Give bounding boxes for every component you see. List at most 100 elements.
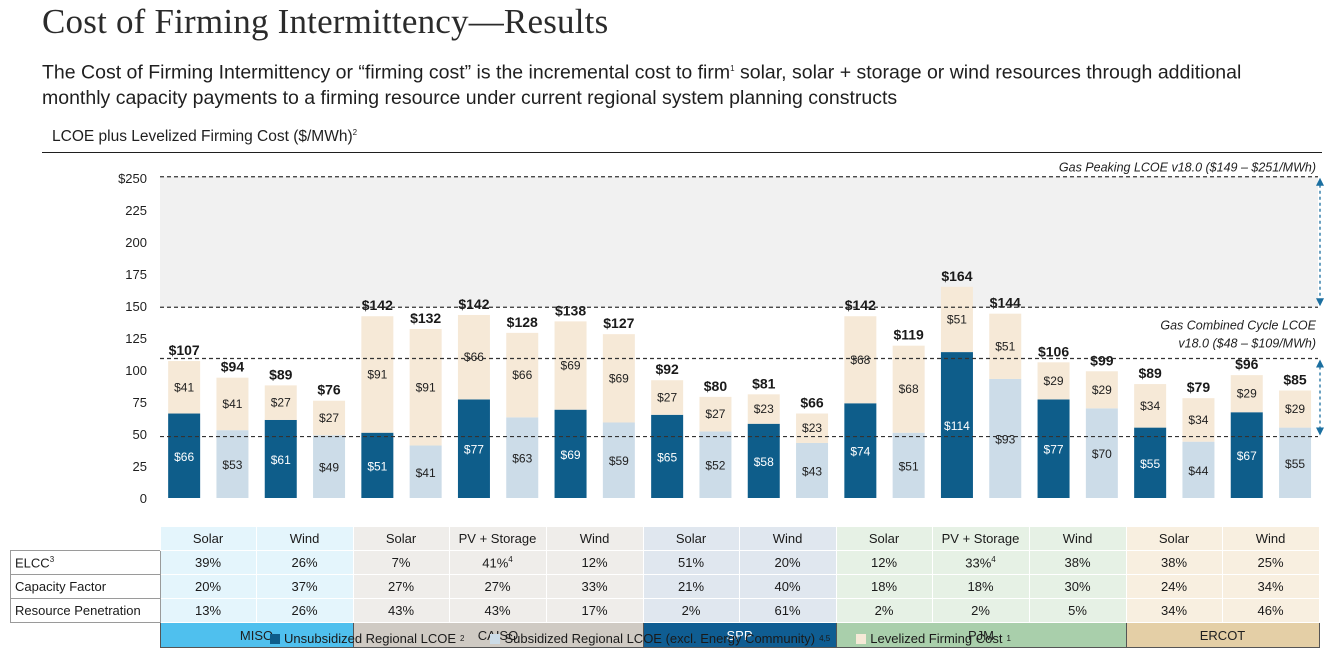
metric-cell: 33%4 <box>931 550 1030 575</box>
region-cell: ERCOT <box>1125 622 1320 648</box>
bar-firming-value: $34 <box>1140 399 1160 413</box>
bar-base-value: $74 <box>850 445 870 459</box>
gas-peaking-range-arrow-head-up <box>1316 177 1324 186</box>
bar-firming-segment <box>940 286 973 353</box>
bar-base-value: $58 <box>754 455 774 469</box>
metrics-table: Solar Wind Solar PV + Storage Wind Solar Wind S… <box>10 526 1320 648</box>
metric-cell: 61% <box>738 598 837 623</box>
legend-footnote-firming: 1 <box>1006 634 1011 643</box>
resource-type-cell: Solar <box>159 526 257 551</box>
metric-cell: 37% <box>255 574 354 599</box>
y-tick-label: 25 <box>133 459 147 474</box>
resource-type-cell: Wind <box>738 526 837 551</box>
metric-cell: 12% <box>835 550 933 575</box>
legend-swatch-firming <box>856 633 867 644</box>
legend-footnote-unsubsidized: 2 <box>459 634 465 643</box>
bar-firming-value: $68 <box>850 353 870 367</box>
subtitle-text-1: The Cost of Firming Intermittency or “fi… <box>42 61 731 84</box>
bar-base-value: $61 <box>271 453 291 467</box>
y-tick-label: 50 <box>133 427 147 442</box>
metric-cell: 34% <box>1125 598 1223 623</box>
legend-footnote-subsidized: 4,5 <box>819 634 831 643</box>
resource-penetration-row: Resource Penetration 13% 26% 43% 43% 17% 2% 61%… <box>10 598 1320 623</box>
row-label: Resource Penetration <box>10 598 161 623</box>
bar-total-value: $106 <box>1038 343 1069 359</box>
bar-total-value: $128 <box>507 314 538 330</box>
bar-base-value: $44 <box>1188 464 1208 478</box>
bar-firming-value: $51 <box>995 339 1015 353</box>
resource-type-cell: Solar <box>642 526 740 551</box>
bar-total-value: $85 <box>1283 371 1307 387</box>
metric-cell: 27% <box>448 574 547 599</box>
bar-firming-segment <box>796 413 829 443</box>
bar-base-segment <box>216 430 249 498</box>
metric-cell: 25% <box>1221 550 1320 575</box>
metric-cell: 20% <box>738 550 837 575</box>
region-cell: PJM <box>835 622 1127 648</box>
metric-cell: 24% <box>1125 574 1223 599</box>
metric-cell: 51% <box>642 550 740 575</box>
bar-base-segment <box>989 378 1022 498</box>
bar-base-segment <box>1085 408 1118 498</box>
bar-base-segment <box>892 432 925 498</box>
resource-type-cell: Wind <box>1221 526 1320 551</box>
bar-firming-value: $27 <box>657 391 677 405</box>
y-tick-label: 75 <box>133 395 147 410</box>
bar-base-value: $67 <box>1237 449 1257 463</box>
metric-cell: 34% <box>1221 574 1320 599</box>
table-corner <box>11 527 161 551</box>
bar-base-segment <box>1279 427 1312 498</box>
capacity-factor-row: Capacity Factor 20% 37% 27% 27% 33% 21% 40% 18% 1… <box>10 574 1320 599</box>
header-rule <box>42 152 1322 153</box>
gas-peaking-annotation: Gas Peaking LCOE v18.0 ($149 – $251/MWh) <box>1059 161 1316 175</box>
metric-cell: 26% <box>255 550 354 575</box>
bar-firming-segment <box>699 396 732 432</box>
bar-total-value: $138 <box>555 302 586 318</box>
bar-base-value: $41 <box>416 466 436 480</box>
bar-firming-value: $23 <box>802 421 822 435</box>
metric-cell: 39% <box>159 550 257 575</box>
gas-cc-annotation-line1: Gas Combined Cycle LCOE <box>1160 318 1316 332</box>
bar-firming-segment <box>892 345 925 433</box>
legend-swatch-unsubsidized <box>270 633 280 644</box>
bar-base-value: $69 <box>561 448 581 462</box>
bar-total-value: $89 <box>1138 365 1162 381</box>
lcoe-stacked-bar-chart: 0 25 50 75 100 125 150 175 200 225 $250 $66 $41 $107 $… <box>118 161 1324 506</box>
bar-total-value: $99 <box>1090 352 1114 368</box>
legend-item-subsidized: Subsidized Regional LCOE (excl. Energy C… <box>490 631 830 646</box>
bar-base-segment <box>844 403 877 498</box>
bar-firming-value: $41 <box>174 380 194 394</box>
resource-type-cell: PV + Storage <box>931 526 1030 551</box>
resource-type-cell: Solar <box>1125 526 1223 551</box>
bar-firming-segment <box>554 321 587 410</box>
bar-firming-value: $91 <box>416 380 436 394</box>
legend-label-firming: Levelized Firming Cost <box>870 631 1003 646</box>
chart-label-footnote: 2 <box>352 128 358 137</box>
bar-firming-segment <box>651 380 684 415</box>
metric-cell: 26% <box>255 598 354 623</box>
metric-cell: 13% <box>159 598 257 623</box>
bar-firming-value: $69 <box>561 359 581 373</box>
bar-firming-segment <box>506 332 539 418</box>
bar-total-value: $92 <box>655 361 679 377</box>
bar-total-value: $96 <box>1235 356 1259 372</box>
subtitle-footnote: 1 <box>730 64 735 73</box>
bar-base-value: $53 <box>222 458 242 472</box>
bar-base-segment <box>940 352 973 498</box>
bar-base-value: $52 <box>705 459 725 473</box>
bar-base-value: $70 <box>1092 447 1112 461</box>
bar-firming-segment <box>989 313 1022 379</box>
metric-cell: 38% <box>1028 550 1127 575</box>
bar-base-segment <box>264 419 297 498</box>
bar-total-value: $164 <box>941 268 972 284</box>
bar-total-value: $142 <box>845 297 876 313</box>
bar-base-value: $59 <box>609 454 629 468</box>
y-tick-label: 0 <box>140 491 147 506</box>
bar-total-value: $89 <box>269 366 293 382</box>
gas-cc-range-arrow-head-down <box>1316 427 1324 436</box>
bar-base-value: $51 <box>899 459 919 473</box>
bar-firming-segment <box>1085 371 1118 409</box>
bar-firming-segment <box>747 394 780 424</box>
bar-total-value: $119 <box>893 327 924 343</box>
bar-firming-value: $34 <box>1188 413 1208 427</box>
